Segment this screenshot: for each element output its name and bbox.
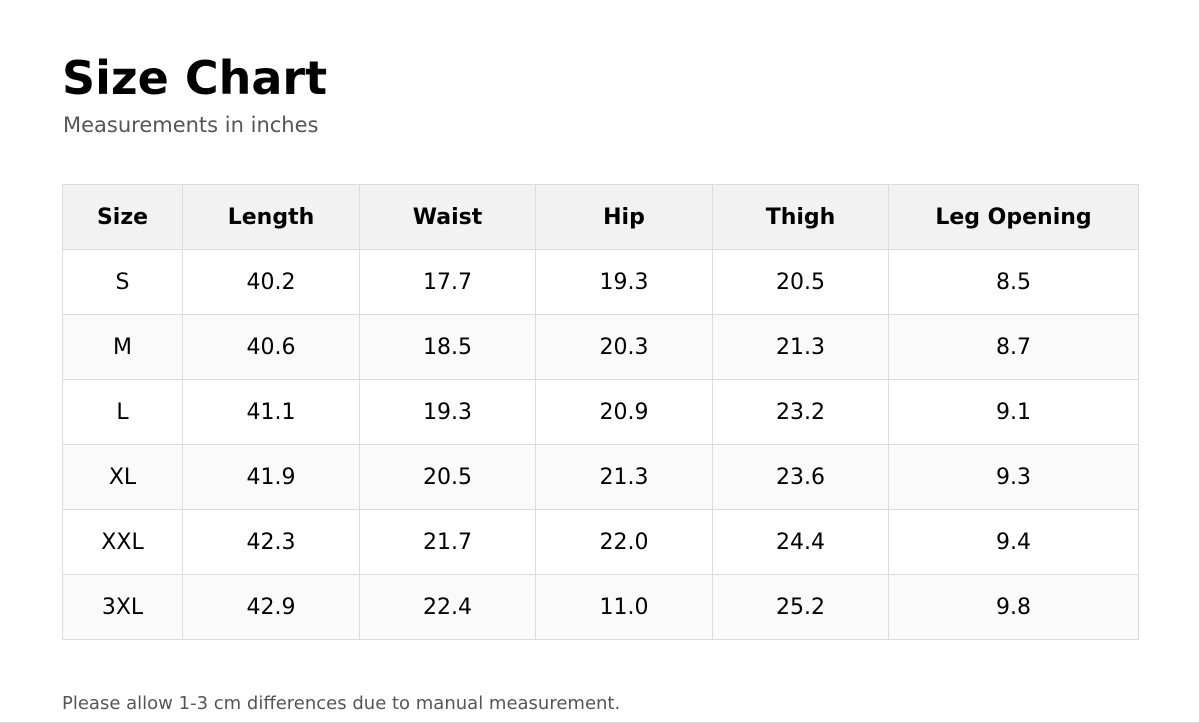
cell-size: 3XL bbox=[62, 574, 183, 640]
cell-waist: 18.5 bbox=[359, 314, 536, 380]
cell-length: 42.9 bbox=[182, 574, 360, 640]
column-header-leg-opening: Leg Opening bbox=[888, 184, 1139, 250]
page-subtitle: Measurements in inches bbox=[63, 113, 319, 137]
cell-leg-opening: 9.8 bbox=[888, 574, 1139, 640]
cell-thigh: 23.2 bbox=[712, 379, 889, 445]
cell-hip: 22.0 bbox=[535, 509, 713, 575]
table-row: S 40.2 17.7 19.3 20.5 8.5 bbox=[62, 249, 1139, 315]
cell-thigh: 21.3 bbox=[712, 314, 889, 380]
column-header-waist: Waist bbox=[359, 184, 536, 250]
cell-length: 40.6 bbox=[182, 314, 360, 380]
cell-length: 40.2 bbox=[182, 249, 360, 315]
cell-hip: 11.0 bbox=[535, 574, 713, 640]
cell-thigh: 23.6 bbox=[712, 444, 889, 510]
table-header: Size Length Waist Hip Thigh Leg Opening bbox=[62, 184, 1139, 250]
page-title: Size Chart bbox=[62, 51, 328, 105]
column-header-length: Length bbox=[182, 184, 360, 250]
cell-size: S bbox=[62, 249, 183, 315]
cell-thigh: 25.2 bbox=[712, 574, 889, 640]
cell-length: 41.1 bbox=[182, 379, 360, 445]
column-header-size: Size bbox=[62, 184, 183, 250]
column-header-thigh: Thigh bbox=[712, 184, 889, 250]
cell-waist: 20.5 bbox=[359, 444, 536, 510]
cell-waist: 17.7 bbox=[359, 249, 536, 315]
cell-leg-opening: 9.4 bbox=[888, 509, 1139, 575]
cell-thigh: 20.5 bbox=[712, 249, 889, 315]
cell-leg-opening: 8.5 bbox=[888, 249, 1139, 315]
cell-size: XXL bbox=[62, 509, 183, 575]
cell-hip: 19.3 bbox=[535, 249, 713, 315]
table-row: 3XL 42.9 22.4 11.0 25.2 9.8 bbox=[62, 574, 1139, 640]
measurement-disclaimer: Please allow 1-3 cm differences due to m… bbox=[62, 693, 621, 714]
cell-leg-opening: 9.3 bbox=[888, 444, 1139, 510]
table-row: M 40.6 18.5 20.3 21.3 8.7 bbox=[62, 314, 1139, 380]
cell-waist: 21.7 bbox=[359, 509, 536, 575]
cell-hip: 21.3 bbox=[535, 444, 713, 510]
cell-length: 41.9 bbox=[182, 444, 360, 510]
cell-size: XL bbox=[62, 444, 183, 510]
cell-waist: 22.4 bbox=[359, 574, 536, 640]
table-body: S 40.2 17.7 19.3 20.5 8.5 M 40.6 18.5 20… bbox=[62, 249, 1139, 640]
header-row: Size Length Waist Hip Thigh Leg Opening bbox=[62, 184, 1139, 250]
cell-hip: 20.9 bbox=[535, 379, 713, 445]
size-chart-table: Size Length Waist Hip Thigh Leg Opening … bbox=[62, 184, 1139, 640]
cell-hip: 20.3 bbox=[535, 314, 713, 380]
cell-size: M bbox=[62, 314, 183, 380]
cell-thigh: 24.4 bbox=[712, 509, 889, 575]
table-row: L 41.1 19.3 20.9 23.2 9.1 bbox=[62, 379, 1139, 445]
cell-leg-opening: 9.1 bbox=[888, 379, 1139, 445]
cell-leg-opening: 8.7 bbox=[888, 314, 1139, 380]
cell-size: L bbox=[62, 379, 183, 445]
column-header-hip: Hip bbox=[535, 184, 713, 250]
table-row: XL 41.9 20.5 21.3 23.6 9.3 bbox=[62, 444, 1139, 510]
cell-length: 42.3 bbox=[182, 509, 360, 575]
cell-waist: 19.3 bbox=[359, 379, 536, 445]
table-row: XXL 42.3 21.7 22.0 24.4 9.4 bbox=[62, 509, 1139, 575]
